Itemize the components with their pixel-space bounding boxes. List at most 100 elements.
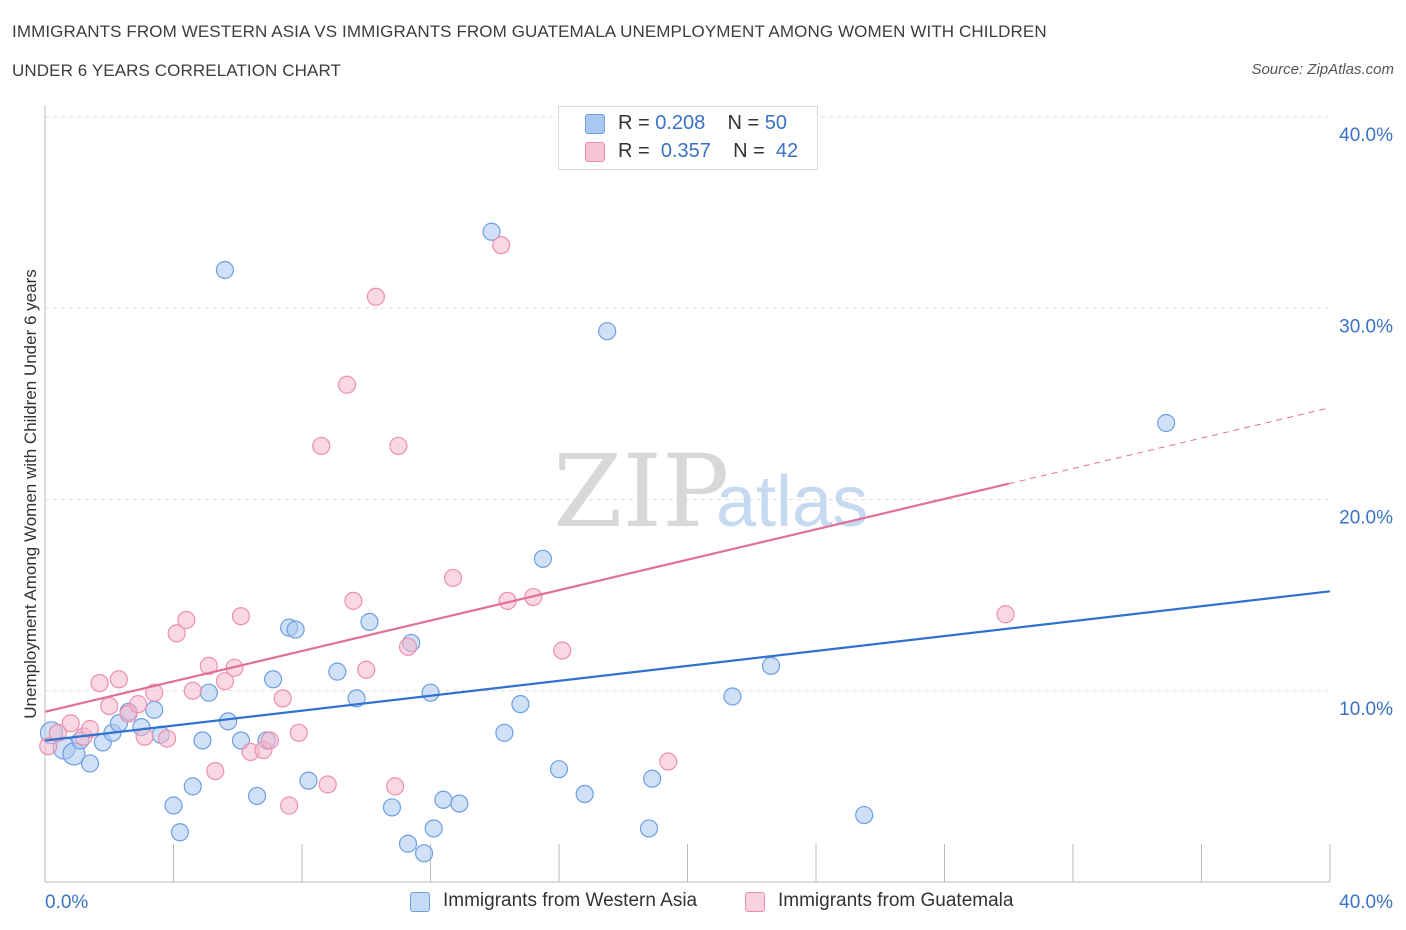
guatemala-point-14	[177, 610, 196, 630]
guatemala-point-24	[273, 689, 292, 708]
watermark-zip: ZIP	[553, 433, 729, 550]
bottom-legend-blue-label: Immigrants from Western Asia	[443, 890, 698, 911]
guatemala-point-29	[344, 591, 363, 610]
chart-title-line2: UNDER 6 YEARS CORRELATION CHART	[12, 61, 341, 80]
western-asia-point-12	[164, 796, 183, 815]
western-asia-point-26	[328, 662, 347, 681]
y-tick-labels: 10.0% 20.0% 30.0% 40.0%	[1339, 125, 1393, 720]
legend-blue-n-value: 50	[764, 112, 788, 134]
guatemala-trend-line	[44, 482, 1010, 713]
western-asia-point-36	[511, 695, 530, 714]
western-asia-point-38	[549, 760, 569, 779]
western-asia-point-34	[482, 222, 501, 241]
western-asia-point-31	[424, 819, 443, 838]
western-asia-point-25	[299, 771, 318, 790]
y-tick-label-3: 40.0%	[1339, 125, 1393, 146]
y-axis-label: Unemployment Among Women with Children U…	[21, 269, 40, 718]
guatemala-point-7	[109, 670, 128, 689]
western-asia-trend-line	[44, 590, 1331, 742]
guatemala-point-17	[206, 761, 225, 781]
western-asia-point-4	[80, 754, 100, 773]
guatemala-point-4	[80, 719, 100, 739]
y-tick-label-2: 30.0%	[1339, 316, 1393, 337]
guatemala-point-36	[492, 236, 511, 255]
guatemala-point-15	[183, 681, 202, 700]
western-asia-point-13	[170, 823, 190, 842]
guatemala-point-25	[280, 796, 299, 815]
data-points	[39, 222, 1176, 863]
guatemala-point-1	[48, 723, 67, 742]
blue-legend-swatch-icon	[410, 892, 430, 912]
western-asia-point-30	[414, 844, 434, 863]
y-tick-label-1: 20.0%	[1339, 508, 1393, 529]
guatemala-point-13	[167, 624, 186, 643]
western-asia-point-17	[215, 260, 234, 280]
guatemala-point-30	[357, 660, 376, 679]
western-asia-point-49	[347, 689, 366, 708]
y-tick-label-0: 10.0%	[1339, 699, 1393, 720]
western-asia-point-18	[219, 712, 238, 731]
watermark: ZIP atlas	[553, 433, 868, 550]
western-asia-point-22	[263, 670, 283, 689]
guatemala-point-6	[100, 696, 119, 716]
axes	[44, 105, 1331, 883]
x-tick-label-left: 0.0%	[45, 892, 88, 913]
western-asia-point-20	[247, 786, 267, 806]
x-tick-label-right: 40.0%	[1339, 892, 1393, 913]
western-asia-point-39	[575, 784, 594, 804]
guatemala-trend-extension	[1008, 407, 1331, 485]
chart-title-line1: IMMIGRANTS FROM WESTERN ASIA VS IMMIGRAN…	[12, 22, 1047, 41]
western-asia-point-32	[434, 790, 453, 809]
western-asia-point-35	[495, 723, 514, 742]
pink-legend-swatch-icon	[745, 892, 765, 912]
legend-blue-n-label: N =	[727, 112, 765, 134]
western-asia-point-44	[761, 656, 781, 675]
legend-pink-r-value: 0.357	[660, 140, 711, 162]
western-asia-point-42	[639, 819, 659, 838]
guatemala-point-35	[443, 568, 463, 588]
legend-blue-r-value: 0.208	[655, 112, 706, 134]
western-asia-point-41	[643, 769, 662, 788]
pink-swatch-icon	[585, 142, 605, 162]
bottom-legend-pink-label: Immigrants from Guatemala	[778, 890, 1014, 911]
guatemala-point-20	[231, 607, 251, 626]
western-asia-point-27	[360, 612, 379, 632]
guatemala-point-11	[145, 683, 164, 702]
western-asia-point-43	[723, 687, 742, 706]
guatemala-point-9	[129, 695, 148, 714]
western-asia-point-48	[421, 683, 440, 702]
guatemala-point-0	[39, 737, 58, 756]
guatemala-point-40	[659, 752, 678, 771]
guatemala-point-23	[260, 731, 279, 750]
western-asia-point-24	[286, 620, 305, 639]
western-asia-point-45	[855, 805, 874, 825]
legend-blue-r-label: R =	[618, 112, 656, 134]
guatemala-point-33	[386, 777, 405, 796]
source-label: Source: ZipAtlas.com	[1251, 61, 1394, 78]
guatemala-point-42	[312, 436, 331, 456]
western-asia-point-15	[193, 731, 212, 750]
guatemala-point-26	[289, 723, 308, 742]
western-asia-point-33	[450, 794, 469, 813]
western-asia-point-46	[1157, 413, 1176, 433]
western-asia-point-10	[145, 700, 164, 719]
western-asia-point-14	[183, 777, 202, 796]
western-asia-point-40	[598, 322, 617, 341]
western-asia-point-16	[199, 683, 218, 702]
legend-pink-r-label: R =	[618, 140, 656, 162]
x-tick-labels: 0.0% 40.0%	[45, 892, 1393, 913]
guatemala-point-41	[996, 605, 1015, 624]
guatemala-point-2	[61, 714, 80, 733]
correlation-legend: R = 0.208 N = 50 R = 0.357 N = 42	[558, 106, 818, 170]
guatemala-point-27	[318, 775, 337, 794]
guatemala-point-34	[398, 637, 418, 656]
trend-lines	[44, 407, 1331, 742]
legend-pink-n-value: 42	[775, 140, 799, 162]
guatemala-point-5	[90, 673, 109, 693]
western-asia-point-29	[398, 834, 418, 853]
guatemala-point-28	[337, 375, 357, 394]
western-asia-point-37	[533, 549, 553, 568]
guatemala-point-32	[389, 436, 408, 456]
legend-pink-n-label: N =	[733, 140, 771, 162]
